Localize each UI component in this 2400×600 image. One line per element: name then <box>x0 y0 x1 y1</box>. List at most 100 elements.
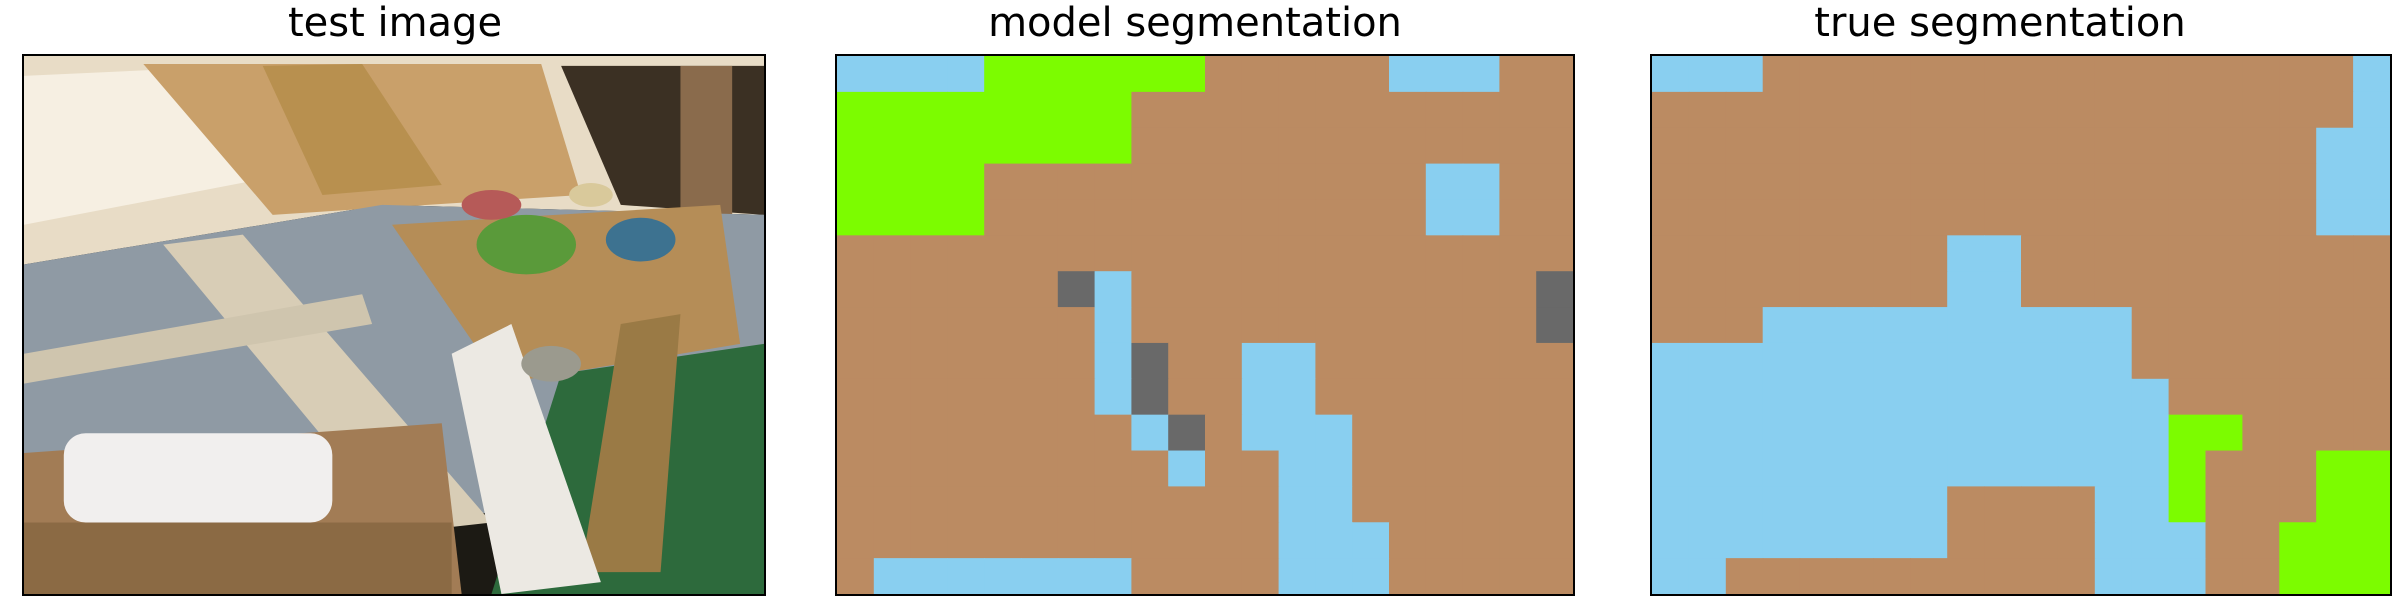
true-segmentation-cell <box>1984 522 2022 559</box>
true-segmentation-cell <box>2316 199 2354 237</box>
true-segmentation-cell <box>1762 486 1801 523</box>
true-segmentation-cell <box>1652 342 1690 380</box>
model-segmentation-cell <box>873 199 912 237</box>
model-segmentation-cell <box>1462 56 1501 93</box>
model-segmentation-cell <box>1315 127 1353 165</box>
model-segmentation-cell <box>1057 199 1096 237</box>
true-segmentation-cell <box>1873 558 1912 594</box>
model-segmentation-cell <box>1499 307 1537 344</box>
model-segmentation-cell <box>1057 414 1096 452</box>
true-segmentation-cell <box>2279 558 2317 594</box>
model-segmentation-cell <box>1462 414 1501 452</box>
true-segmentation-cell <box>1873 56 1912 93</box>
true-segmentation-cell <box>2242 522 2281 559</box>
true-segmentation-cell <box>2279 522 2317 559</box>
model-segmentation-cell <box>1205 486 1243 523</box>
true-segmentation-cell <box>2131 486 2170 523</box>
true-segmentation-cell <box>2316 486 2354 523</box>
true-segmentation-cell <box>1762 91 1801 129</box>
model-segmentation-cell <box>1168 91 1206 129</box>
model-segmentation-cell <box>1536 486 1573 523</box>
model-segmentation-grid <box>837 56 1573 594</box>
image-floor-stripe-2 <box>24 294 373 384</box>
true-segmentation-cell <box>2279 486 2317 523</box>
model-segmentation-cell <box>1241 56 1280 93</box>
model-segmentation-cell <box>837 522 875 559</box>
model-segmentation-cell <box>1499 199 1537 237</box>
model-segmentation-cell <box>1499 342 1537 380</box>
model-segmentation-cell <box>873 450 912 488</box>
true-segmentation-cell <box>2168 342 2207 380</box>
model-segmentation-cell <box>1168 450 1206 488</box>
true-segmentation-cell <box>2242 342 2281 380</box>
true-segmentation-cell <box>1652 199 1690 237</box>
model-segmentation-cell <box>1315 558 1353 594</box>
model-segmentation-cell <box>1315 450 1353 488</box>
true-segmentation-cell <box>2094 199 2133 237</box>
model-segmentation-cell <box>1131 271 1169 308</box>
model-segmentation-cell <box>1094 199 1133 237</box>
true-segmentation-cell <box>2057 450 2096 488</box>
model-segmentation-cell <box>1278 271 1317 308</box>
true-segmentation-cell <box>2168 378 2207 416</box>
model-segmentation-cell <box>1462 199 1501 237</box>
true-segmentation-cell <box>1652 486 1690 523</box>
model-segmentation-cell <box>1536 307 1573 344</box>
model-segmentation-cell <box>873 486 912 523</box>
model-segmentation-cell <box>1021 450 1059 488</box>
true-segmentation-cell <box>2168 450 2207 488</box>
model-segmentation-cell <box>1278 378 1317 416</box>
model-segmentation-cell <box>984 199 1022 237</box>
true-segmentation-cell <box>1725 414 1764 452</box>
model-segmentation-cell <box>873 91 912 129</box>
model-segmentation-cell <box>984 414 1022 452</box>
model-segmentation-cell <box>1352 91 1390 129</box>
true-segmentation-cell <box>1984 307 2022 344</box>
true-segmentation-cell <box>2057 558 2096 594</box>
true-segmentation-cell <box>2242 163 2281 201</box>
model-segmentation-cell <box>947 56 985 93</box>
model-segmentation-cell <box>1352 486 1390 523</box>
true-segmentation-cell <box>1984 558 2022 594</box>
model-segmentation-cell <box>837 235 875 272</box>
true-segmentation-cell <box>2168 127 2207 165</box>
model-segmentation-cell <box>1499 486 1537 523</box>
image-ramp-edge <box>262 63 442 195</box>
true-segmentation-cell <box>2279 378 2317 416</box>
true-segmentation-cell <box>2021 450 2059 488</box>
true-segmentation-cell <box>2168 56 2207 93</box>
model-segmentation-cell <box>1536 271 1573 308</box>
model-segmentation-cell <box>1057 163 1096 201</box>
test-image-frame <box>22 54 766 596</box>
true-segmentation-cell <box>1910 235 1948 272</box>
model-segmentation-cell <box>1057 522 1096 559</box>
model-segmentation-cell <box>1241 414 1280 452</box>
model-segmentation-cell <box>1315 414 1353 452</box>
true-segmentation-cell <box>2205 235 2244 272</box>
model-segmentation-cell <box>1425 522 1464 559</box>
model-segmentation-cell <box>947 199 985 237</box>
model-segmentation-cell <box>1352 450 1390 488</box>
true-segmentation-cell <box>2168 235 2207 272</box>
model-segmentation-cell <box>1462 522 1501 559</box>
model-segmentation-cell <box>837 127 875 165</box>
true-segmentation-cell <box>2316 127 2354 165</box>
true-segmentation-cell <box>2021 486 2059 523</box>
true-segmentation-cell <box>2279 414 2317 452</box>
model-segmentation-cell <box>1425 163 1464 201</box>
panel-title-test-image: test image <box>287 0 503 46</box>
model-segmentation-cell <box>1425 199 1464 237</box>
model-segmentation-cell <box>1425 235 1464 272</box>
true-segmentation-cell <box>1947 414 1985 452</box>
model-segmentation-cell <box>1389 378 1427 416</box>
model-segmentation-cell <box>1352 378 1390 416</box>
model-segmentation-cell <box>1057 91 1096 129</box>
model-segmentation-cell <box>1278 558 1317 594</box>
true-segmentation-cell <box>2021 414 2059 452</box>
model-segmentation-cell <box>873 56 912 93</box>
true-segmentation-cell <box>2094 486 2133 523</box>
model-segmentation-cell <box>1241 163 1280 201</box>
true-segmentation-cell <box>1725 127 1764 165</box>
model-segmentation-cell <box>1205 522 1243 559</box>
model-segmentation-cell <box>984 307 1022 344</box>
